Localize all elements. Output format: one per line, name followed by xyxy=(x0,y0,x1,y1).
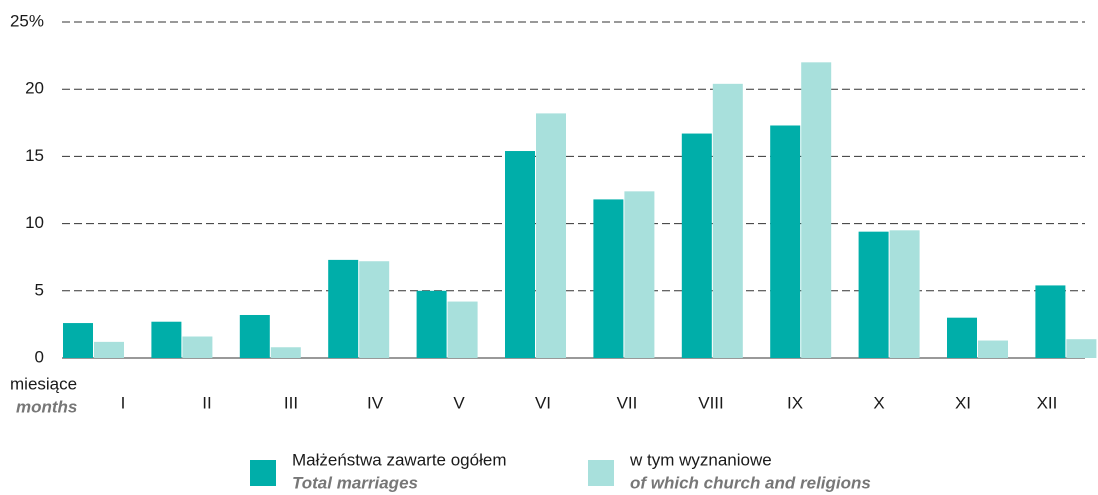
bar xyxy=(182,336,213,358)
x-tick-label: VI xyxy=(535,393,551,412)
x-axis-label-en: months xyxy=(16,397,77,416)
bar xyxy=(801,62,832,358)
bar xyxy=(624,191,655,358)
bar xyxy=(1035,285,1066,358)
bar xyxy=(712,83,743,358)
bar xyxy=(63,323,93,358)
bar xyxy=(681,133,712,358)
bar xyxy=(447,301,478,358)
x-tick-label: III xyxy=(284,393,298,412)
x-tick-label: VII xyxy=(617,393,638,412)
bar xyxy=(270,347,301,358)
bar xyxy=(239,314,270,358)
x-tick-label: II xyxy=(202,393,211,412)
legend-label: Małżeństwa zawarte ogółem xyxy=(292,450,506,469)
bar xyxy=(1066,339,1097,358)
x-tick-label: V xyxy=(453,393,465,412)
bar xyxy=(359,261,390,358)
legend-label-en: of which church and religions xyxy=(630,473,871,492)
x-tick-label: XI xyxy=(955,393,971,412)
legend-label: w tym wyznaniowe xyxy=(629,450,772,469)
y-tick-label: 15 xyxy=(25,146,44,165)
x-tick-label: VIII xyxy=(698,393,724,412)
y-tick-label: 0 xyxy=(35,347,44,366)
x-tick-label: IV xyxy=(367,393,384,412)
bar xyxy=(593,199,624,358)
y-tick-label: 25% xyxy=(10,11,44,30)
bar xyxy=(858,231,889,358)
x-axis-label: miesiące xyxy=(10,374,77,393)
bar xyxy=(770,125,801,358)
bar xyxy=(328,259,359,358)
legend-swatch xyxy=(588,460,614,486)
legend-swatch xyxy=(250,460,276,486)
y-tick-label: 10 xyxy=(25,213,44,232)
x-tick-label: XII xyxy=(1037,393,1058,412)
x-tick-label: X xyxy=(873,393,884,412)
bar xyxy=(94,341,124,358)
bar xyxy=(889,230,920,358)
bar xyxy=(978,340,1008,358)
bar xyxy=(416,290,447,358)
x-tick-label: I xyxy=(121,393,126,412)
bar xyxy=(947,317,977,358)
legend-label-en: Total marriages xyxy=(292,473,418,492)
bar xyxy=(505,151,535,358)
y-tick-label: 5 xyxy=(35,280,44,299)
bar xyxy=(536,113,566,358)
bar xyxy=(151,321,182,358)
y-tick-label: 20 xyxy=(25,79,44,98)
x-tick-label: IX xyxy=(787,393,803,412)
